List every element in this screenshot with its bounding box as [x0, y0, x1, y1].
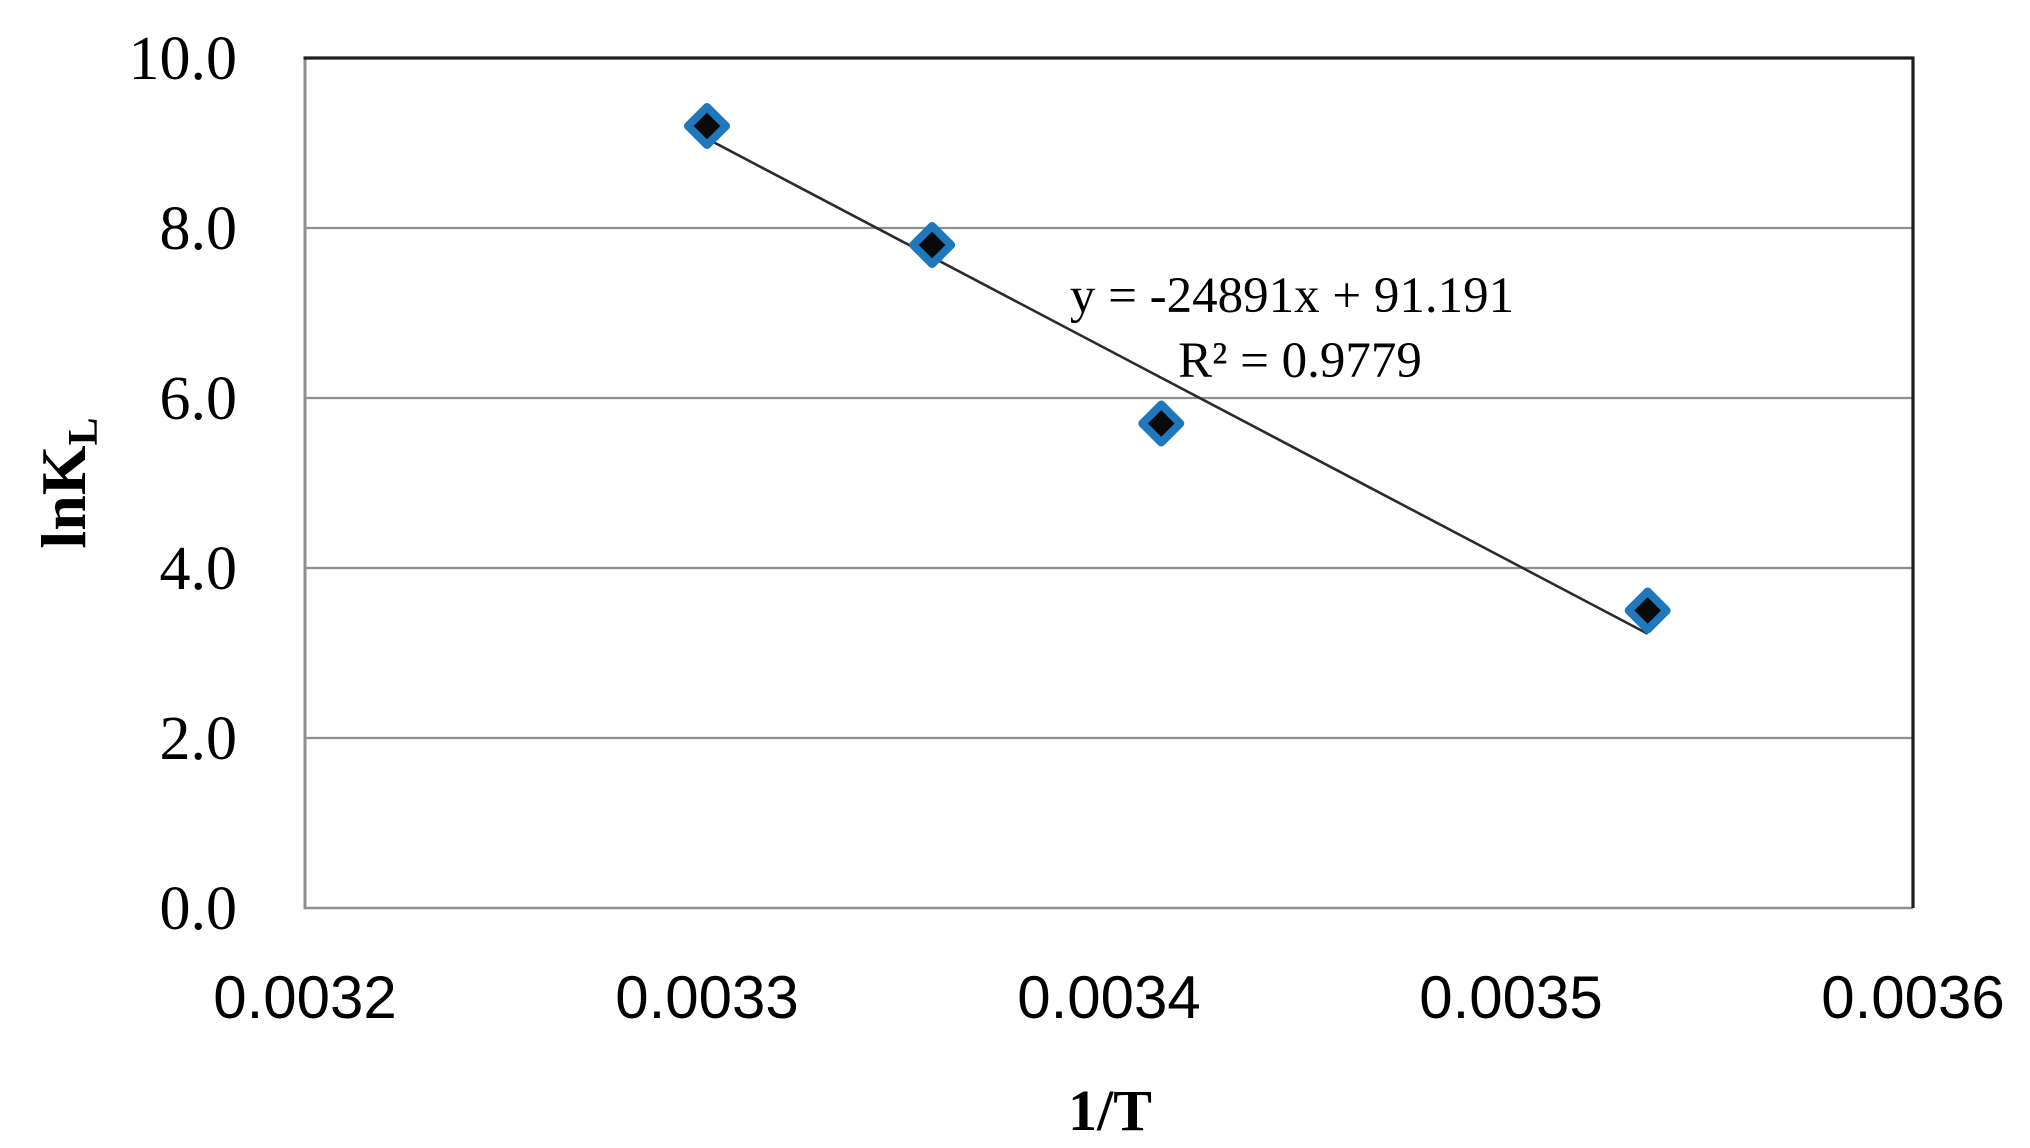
x-tick-label: 0.0033 [615, 964, 799, 1031]
y-tick-label: 8.0 [160, 195, 238, 263]
y-tick-label: 6.0 [160, 365, 238, 433]
data-point-marker [909, 222, 956, 268]
y-tick-label: 2.0 [160, 705, 238, 773]
x-tick-label: 0.0035 [1419, 964, 1603, 1031]
y-tick-label: 10.0 [129, 25, 238, 93]
data-point-marker [1138, 400, 1185, 447]
x-tick-label: 0.0036 [1821, 964, 2005, 1031]
y-axis-title: lnKL [28, 417, 107, 548]
trendline-equation-label: y = -24891x + 91.191 [1070, 268, 1514, 324]
x-tick-label: 0.0034 [1017, 964, 1201, 1031]
data-point-marker [684, 103, 730, 149]
r-squared-label: R² = 0.9779 [1178, 333, 1422, 389]
y-axis-title-main: lnK [28, 445, 99, 548]
plot-generated-layer: 0.0 2.0 4.0 6.0 8.0 10.0 0.0032 0.0033 0.0034 0.0… [129, 25, 2005, 1031]
x-axis-title: 1/T [1068, 1078, 1152, 1143]
y-axis-title-subscript: L [61, 417, 107, 445]
data-point-marker [1624, 587, 1671, 634]
y-tick-label: 4.0 [160, 535, 238, 603]
y-tick-label: 0.0 [160, 875, 238, 943]
trendline [706, 137, 1649, 635]
x-tick-label: 0.0032 [213, 964, 397, 1031]
